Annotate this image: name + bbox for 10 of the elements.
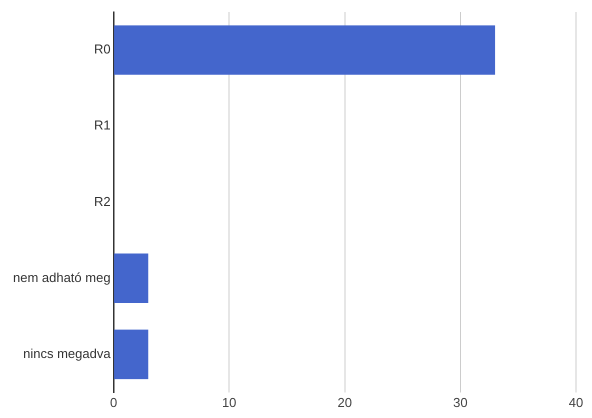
y-tick-label: R1: [94, 118, 111, 133]
x-tick-label: 40: [568, 394, 584, 410]
x-tick-label: 30: [453, 394, 468, 410]
y-tick-label: nem adható meg: [12, 270, 111, 285]
y-tick-label: R0: [94, 42, 111, 57]
y-tick-label: R2: [94, 194, 111, 209]
x-tick-label: 10: [222, 394, 236, 410]
x-tick-label: 20: [338, 394, 352, 410]
y-tick-label: nincs megadva: [23, 346, 112, 361]
x-tick-label: 0: [110, 394, 118, 410]
